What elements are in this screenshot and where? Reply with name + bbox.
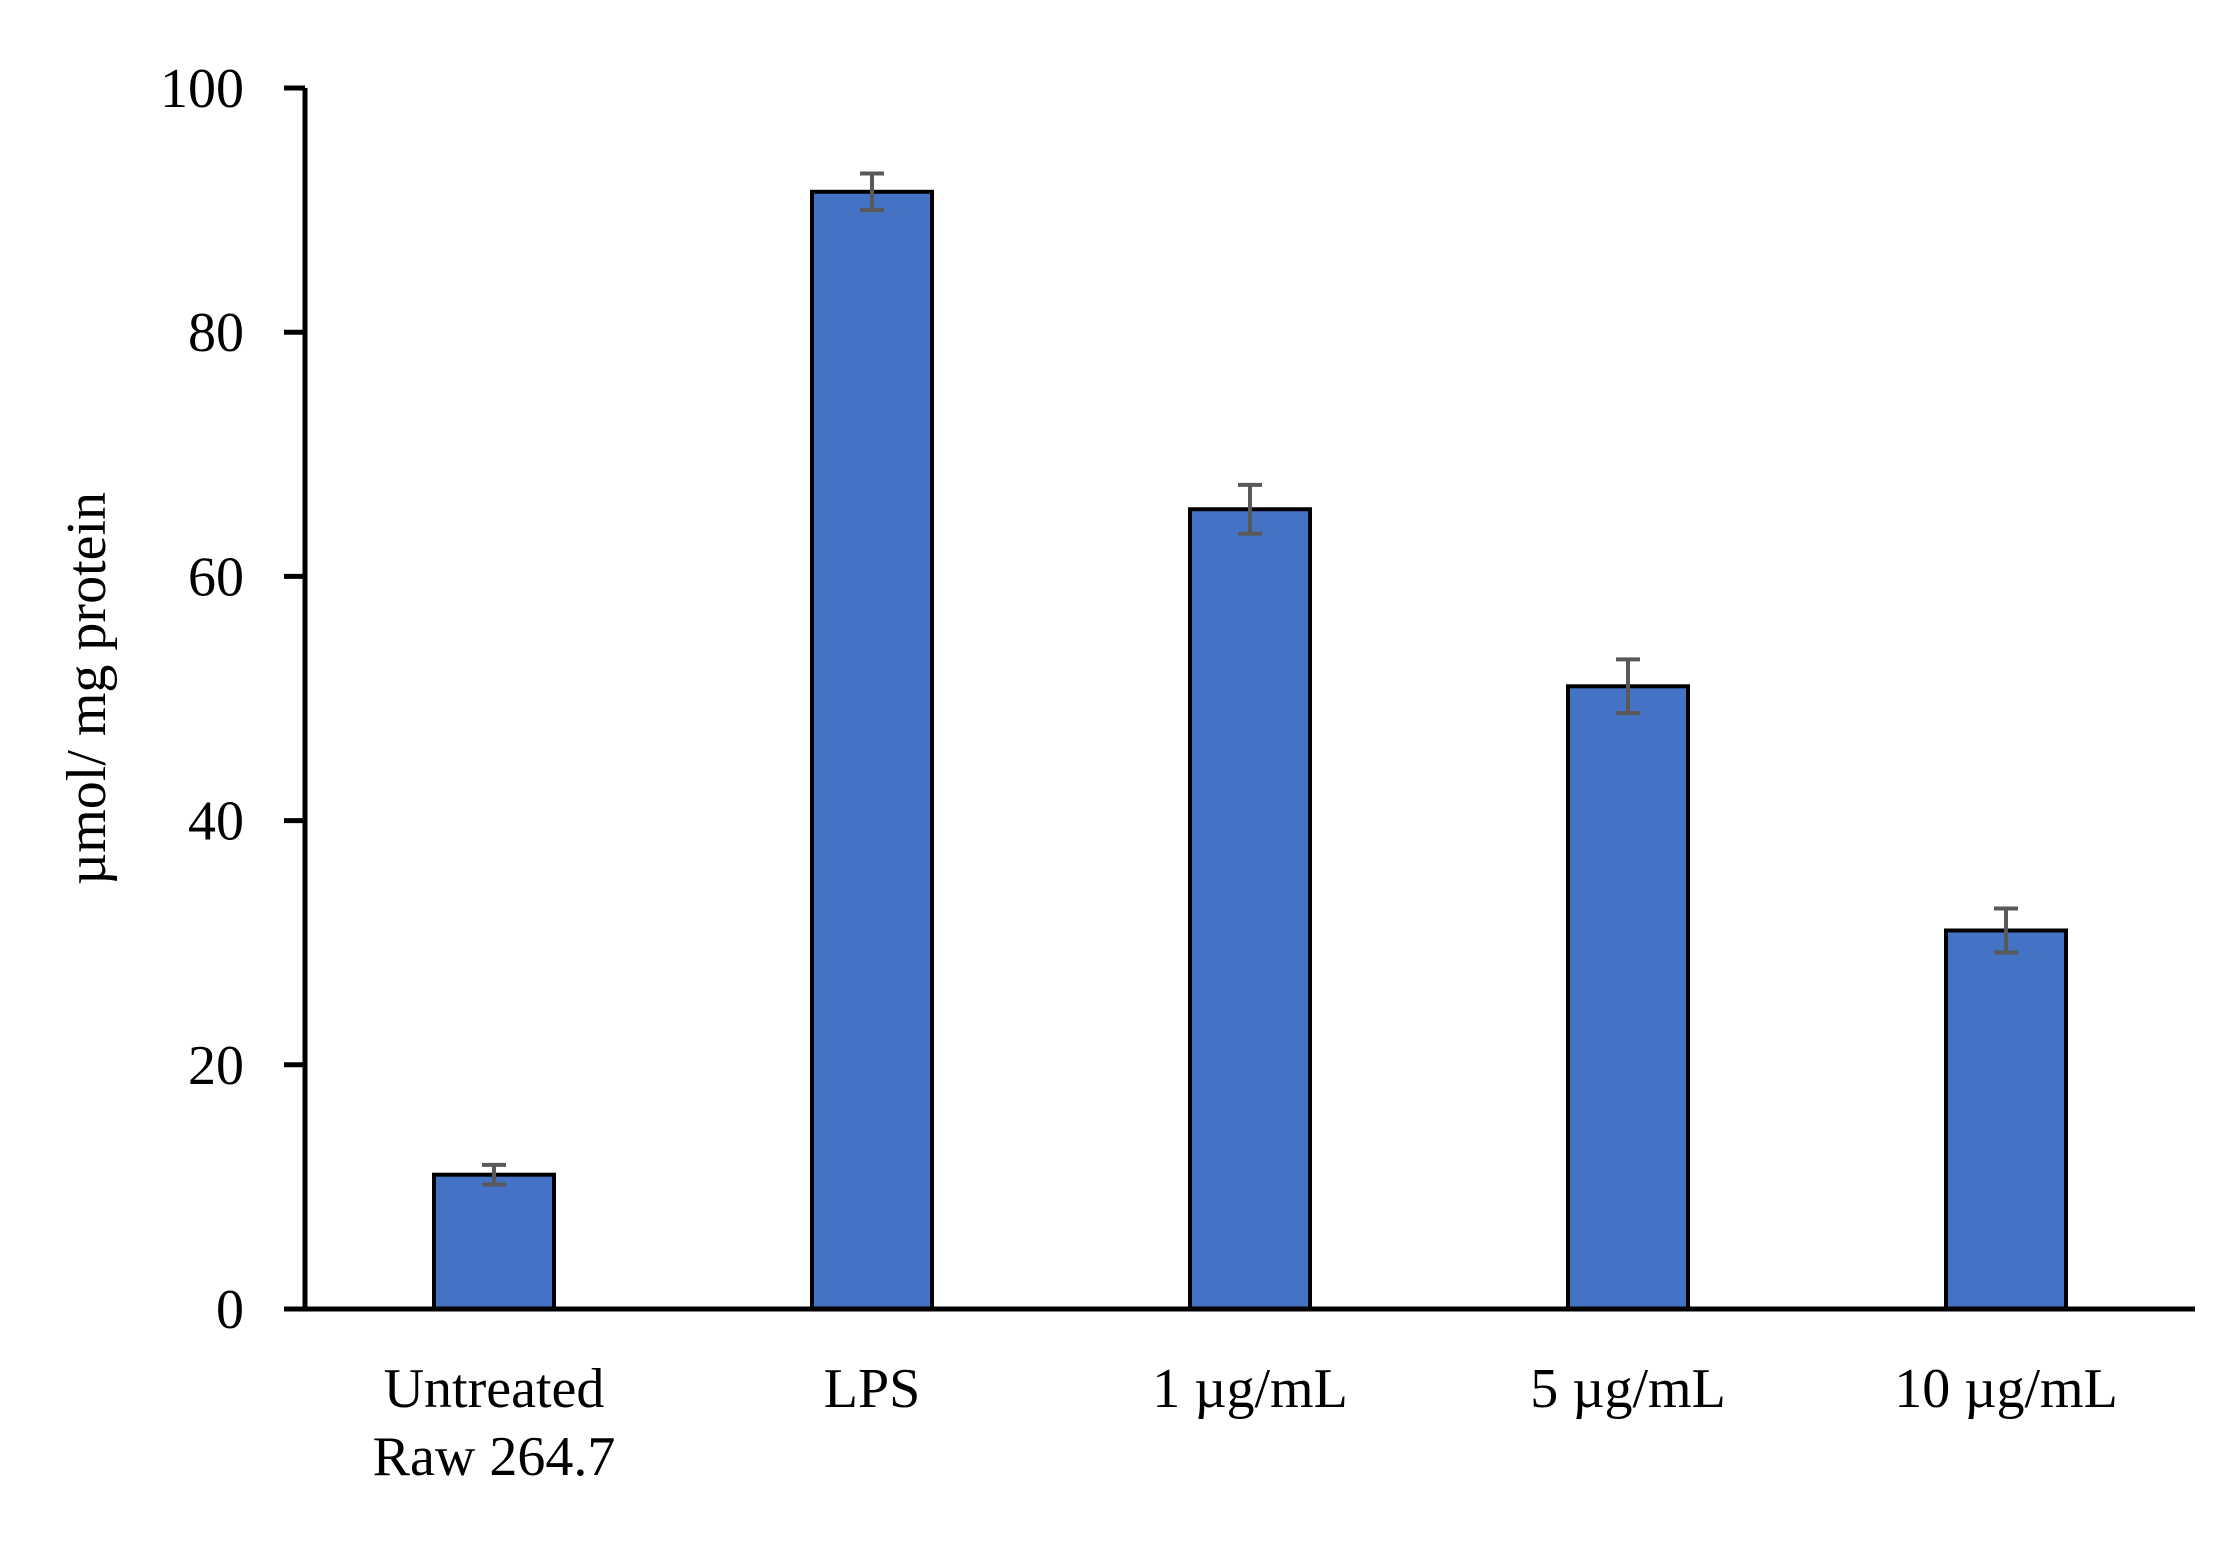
y-tick-labels: 0 20 40 60 80 100	[160, 58, 244, 1341]
x-category-label-2: 1 µg/mL	[1152, 1358, 1348, 1420]
bar-1	[810, 189, 934, 1311]
x-category-label-4: 10 µg/mL	[1894, 1358, 2118, 1420]
y-axis-title: µmol/ mg protein	[56, 492, 118, 885]
error-bar-4	[1994, 906, 2018, 955]
error-bar-2	[1238, 482, 1262, 536]
error-bar-3	[1616, 657, 1640, 716]
x-category-label-1: LPS	[824, 1358, 921, 1420]
y-tick-label-80: 80	[188, 302, 244, 364]
x-category-label-3: 5 µg/mL	[1530, 1358, 1726, 1420]
y-tick-label-100: 100	[160, 58, 244, 120]
y-tick-label-0: 0	[216, 1279, 244, 1341]
bar-4	[1944, 928, 2068, 1311]
x-category-labels: Untreated Raw 264.7 LPS 1 µg/mL 5 µg/mL 10 µg…	[373, 1358, 2118, 1488]
bar-0	[432, 1172, 556, 1311]
x-category-label-0: Untreated Raw 264.7	[373, 1358, 616, 1488]
y-tick-label-40: 40	[188, 791, 244, 853]
error-bar-0	[482, 1162, 506, 1187]
y-tick-label-60: 60	[188, 546, 244, 608]
axes-layer	[284, 85, 2195, 1312]
bars-layer	[432, 189, 2068, 1311]
error-bars-layer	[482, 171, 2018, 1187]
y-tick-label-20: 20	[188, 1035, 244, 1097]
bar-2	[1188, 507, 1312, 1311]
bar-3	[1566, 684, 1690, 1311]
error-bar-1	[860, 171, 884, 213]
